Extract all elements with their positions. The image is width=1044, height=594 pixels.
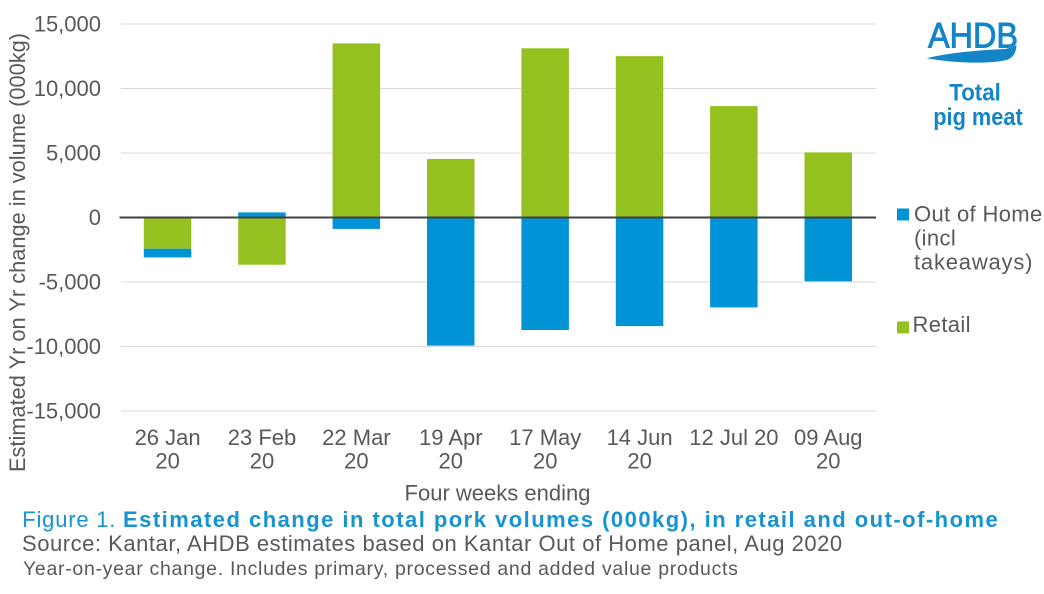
svg-text:Retail: Retail — [913, 312, 971, 337]
svg-text:Four weeks ending: Four weeks ending — [405, 481, 591, 506]
svg-text:-15,000: -15,000 — [26, 399, 101, 424]
svg-text:23 Feb: 23 Feb — [228, 425, 297, 450]
svg-text:20: 20 — [627, 449, 651, 474]
svg-text:09 Aug: 09 Aug — [794, 425, 863, 450]
svg-text:Year-on-year change. Includes: Year-on-year change. Includes primary, p… — [23, 558, 739, 580]
svg-text:Figure 1. Estimated change in: Figure 1. Estimated change in total pork… — [22, 507, 999, 532]
svg-text:-5,000: -5,000 — [39, 270, 101, 295]
svg-text:12 Jul 20: 12 Jul 20 — [689, 425, 778, 450]
svg-text:Total: Total — [949, 80, 1001, 107]
svg-text:-10,000: -10,000 — [26, 334, 101, 359]
svg-text:20: 20 — [439, 449, 463, 474]
svg-text:20: 20 — [344, 449, 368, 474]
svg-text:17 May: 17 May — [509, 425, 581, 450]
svg-text:15,000: 15,000 — [34, 12, 101, 37]
svg-text:20: 20 — [533, 449, 557, 474]
svg-text:20: 20 — [155, 449, 179, 474]
svg-text:14 Jun: 14 Jun — [607, 425, 673, 450]
svg-text:pig meat: pig meat — [933, 104, 1023, 131]
svg-text:5,000: 5,000 — [46, 141, 101, 166]
svg-text:Source: Kantar, AHDB estimates: Source: Kantar, AHDB estimates based on … — [22, 531, 843, 556]
svg-text:Out of Home: Out of Home — [914, 202, 1043, 227]
svg-text:22 Mar: 22 Mar — [322, 425, 390, 450]
svg-text:26 Jan: 26 Jan — [135, 425, 201, 450]
svg-text:0: 0 — [89, 205, 101, 230]
svg-text:Estimated Yr on Yr change in v: Estimated Yr on Yr change in volume (000… — [5, 33, 30, 472]
svg-text:20: 20 — [816, 449, 840, 474]
svg-text:(incl: (incl — [914, 226, 956, 251]
svg-text:takeaways): takeaways) — [914, 250, 1033, 275]
svg-text:20: 20 — [250, 449, 274, 474]
svg-text:19 Apr: 19 Apr — [419, 425, 483, 450]
svg-text:10,000: 10,000 — [34, 76, 101, 101]
